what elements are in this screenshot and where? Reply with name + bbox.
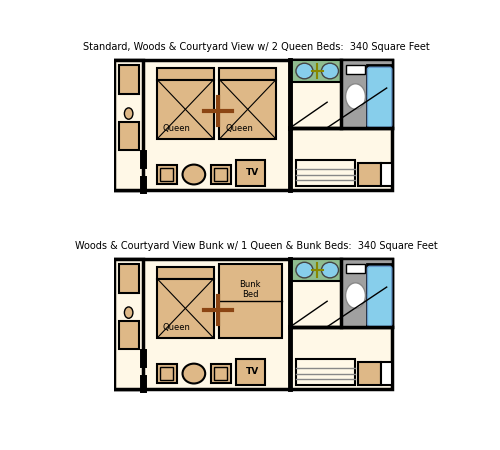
- Bar: [157, 68, 214, 80]
- Bar: [342, 60, 392, 128]
- Bar: [118, 122, 139, 150]
- Text: Queen: Queen: [162, 323, 190, 332]
- Bar: [342, 259, 392, 327]
- Bar: [157, 165, 177, 184]
- Bar: [220, 265, 282, 338]
- Bar: [211, 165, 231, 184]
- Bar: [367, 265, 392, 327]
- Bar: [118, 265, 139, 293]
- Bar: [220, 80, 276, 139]
- Bar: [160, 168, 173, 181]
- Bar: [114, 60, 392, 190]
- Text: Bed: Bed: [242, 290, 258, 299]
- Bar: [157, 279, 214, 338]
- Title: Standard, Woods & Courtyard View w/ 2 Queen Beds:  340 Square Feet: Standard, Woods & Courtyard View w/ 2 Qu…: [83, 42, 430, 52]
- Text: TV: TV: [246, 367, 258, 376]
- Bar: [346, 65, 366, 74]
- Bar: [214, 168, 228, 181]
- FancyBboxPatch shape: [368, 266, 392, 326]
- Bar: [290, 259, 392, 327]
- Bar: [114, 259, 143, 389]
- Text: TV: TV: [246, 167, 258, 176]
- Bar: [220, 68, 276, 80]
- Bar: [381, 362, 392, 385]
- Bar: [160, 367, 173, 380]
- Bar: [346, 265, 366, 273]
- Bar: [296, 160, 356, 186]
- Bar: [290, 259, 342, 281]
- Ellipse shape: [296, 63, 313, 79]
- Ellipse shape: [182, 364, 205, 383]
- Ellipse shape: [346, 84, 366, 109]
- Ellipse shape: [296, 262, 313, 278]
- Ellipse shape: [124, 307, 133, 318]
- Ellipse shape: [322, 262, 338, 278]
- Text: Bunk: Bunk: [239, 280, 260, 289]
- Bar: [157, 364, 177, 383]
- Bar: [381, 163, 392, 186]
- Bar: [290, 60, 342, 82]
- Ellipse shape: [124, 108, 133, 119]
- Ellipse shape: [346, 283, 366, 308]
- Bar: [236, 160, 265, 186]
- Bar: [367, 65, 392, 128]
- Bar: [157, 267, 214, 279]
- Bar: [236, 360, 265, 385]
- Bar: [118, 65, 139, 94]
- Bar: [157, 80, 214, 139]
- Bar: [358, 163, 381, 186]
- FancyBboxPatch shape: [368, 68, 392, 127]
- Ellipse shape: [322, 63, 338, 79]
- Text: Queen: Queen: [225, 124, 253, 133]
- Bar: [114, 60, 143, 190]
- Text: Queen: Queen: [162, 124, 190, 133]
- Bar: [296, 360, 356, 385]
- Title: Woods & Courtyard View Bunk w/ 1 Queen & Bunk Beds:  340 Square Feet: Woods & Courtyard View Bunk w/ 1 Queen &…: [75, 241, 438, 251]
- Bar: [211, 364, 231, 383]
- Bar: [358, 362, 381, 385]
- Bar: [118, 321, 139, 350]
- Ellipse shape: [182, 165, 205, 184]
- Bar: [114, 259, 392, 389]
- Bar: [214, 367, 228, 380]
- Bar: [290, 60, 392, 128]
